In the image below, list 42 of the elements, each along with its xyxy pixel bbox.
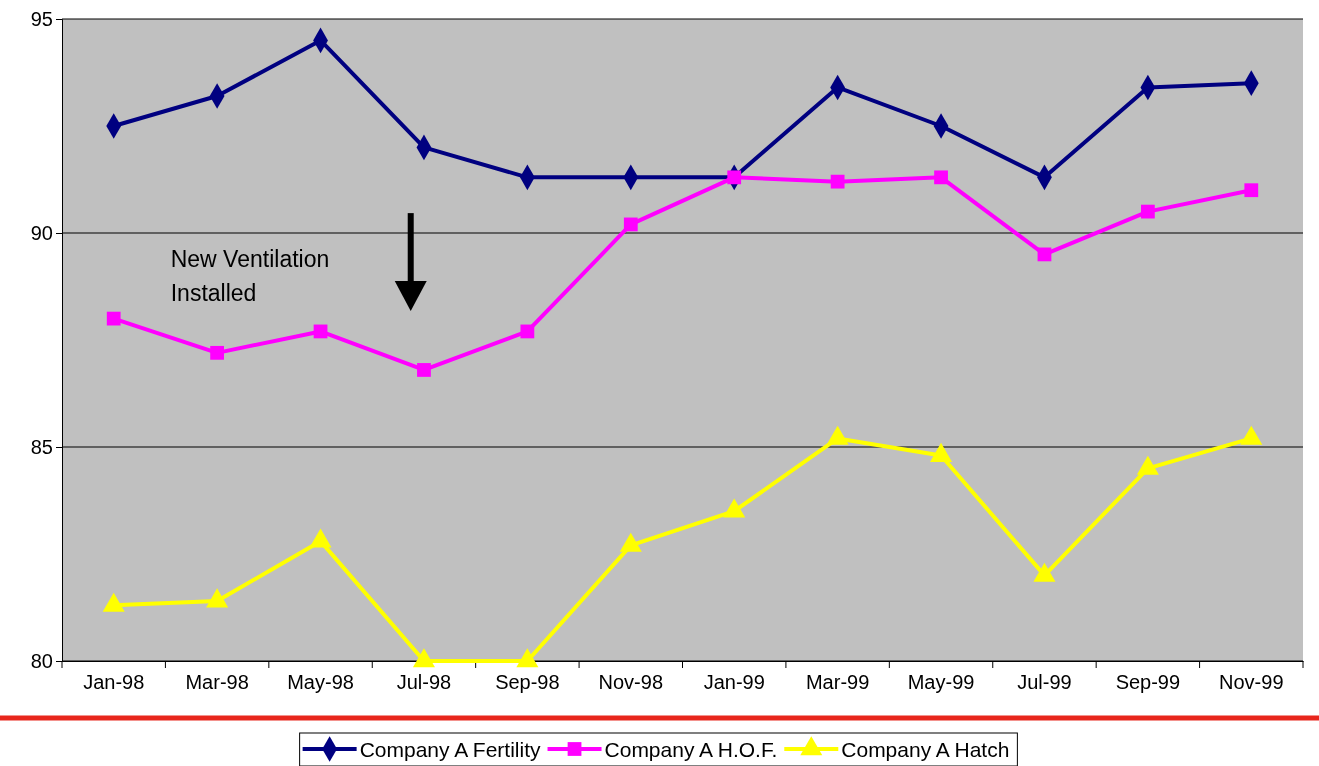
point xyxy=(520,324,535,339)
point xyxy=(1244,183,1259,198)
point xyxy=(1140,204,1155,219)
x-tick-label: Jul-98 xyxy=(396,671,452,694)
point xyxy=(619,532,642,552)
point xyxy=(102,592,125,612)
point xyxy=(1240,425,1263,445)
point xyxy=(210,345,225,360)
annotation: New Ventilation Installed xyxy=(170,246,330,307)
y-tick-label: 80 xyxy=(30,649,53,672)
point xyxy=(417,363,431,377)
point xyxy=(106,311,121,326)
point xyxy=(1033,562,1056,582)
y-tick-label: 95 xyxy=(30,7,53,30)
legend-label: Company A Fertility xyxy=(359,738,542,761)
point xyxy=(1136,455,1159,475)
x-tick-label: May-99 xyxy=(907,671,975,694)
point xyxy=(309,528,332,548)
point xyxy=(934,170,948,185)
x-tick-label: Mar-98 xyxy=(185,671,249,694)
x-tick-label: Sep-99 xyxy=(1115,671,1181,694)
x-tick-label: May-98 xyxy=(287,671,354,694)
point xyxy=(727,170,742,185)
x-tick-label: Jan-98 xyxy=(83,671,145,694)
point xyxy=(723,498,746,518)
x-tick-label: Jan-99 xyxy=(703,671,765,694)
point xyxy=(412,648,435,668)
y-tick-label: 85 xyxy=(30,435,53,458)
legend-label: Company A Hatch xyxy=(841,738,1010,761)
point xyxy=(830,174,845,189)
y-tick-label: 90 xyxy=(30,221,53,244)
x-tick-label: Jul-99 xyxy=(1017,671,1072,694)
legend-label: Company A H.O.F. xyxy=(604,738,778,761)
x-tick-label: Nov-98 xyxy=(598,671,664,694)
point xyxy=(623,217,638,232)
x-tick-label: Nov-99 xyxy=(1219,671,1284,694)
x-tick-label: Sep-98 xyxy=(495,671,560,694)
point xyxy=(930,442,953,462)
point xyxy=(206,588,229,608)
x-tick-label: Mar-99 xyxy=(805,671,870,694)
point xyxy=(826,425,849,445)
point xyxy=(516,648,539,668)
